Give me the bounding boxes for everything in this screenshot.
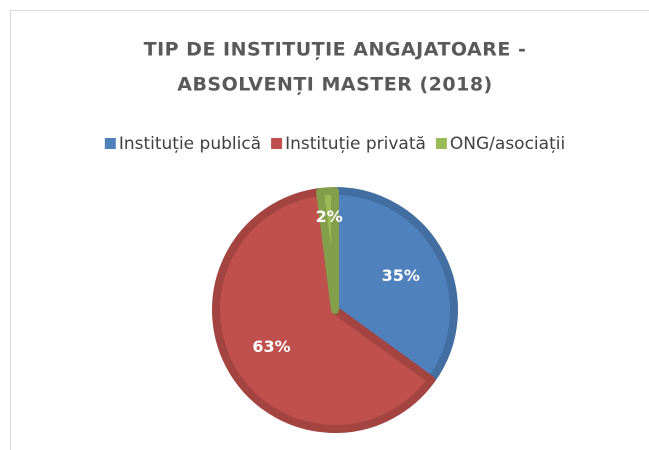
legend-swatch [435,138,447,149]
legend-swatch [271,138,283,149]
chart-title: ABSOLVENȚI MASTER (2018) [177,74,492,96]
legend-label: ONG/asociații [450,134,565,154]
chart-title: TIP DE INSTITUȚIE ANGAJATOARE - [144,39,527,61]
legend-label: Instituție publică [119,134,261,154]
legend-label: Instituție privată [285,134,426,154]
legend-swatch [104,138,116,149]
pie-slice [316,187,339,314]
pie-slice [212,187,436,433]
pie-slice [331,187,458,384]
data-label: 63% [252,337,290,356]
data-label: 35% [382,266,420,285]
data-label: 2% [316,207,343,226]
